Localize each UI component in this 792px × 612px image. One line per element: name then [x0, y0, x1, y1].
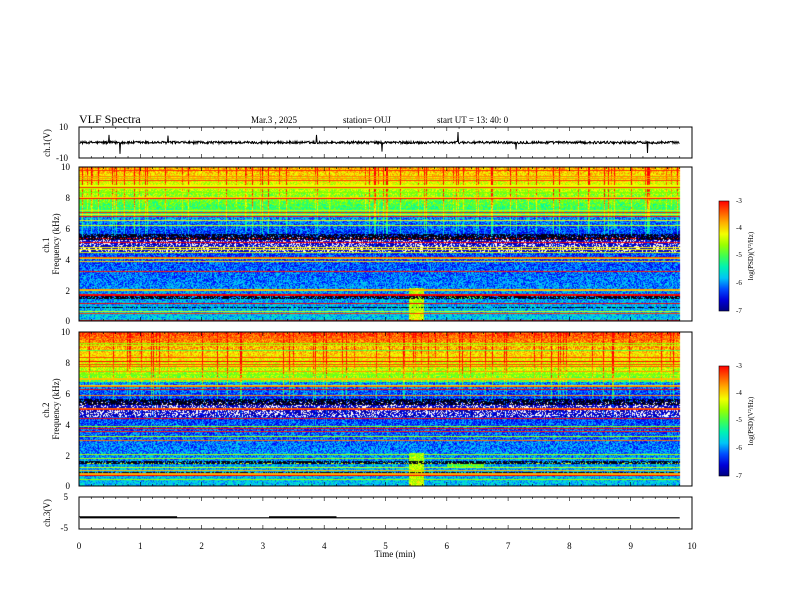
ch1-freq-tick-0: 0	[66, 316, 71, 326]
ch1-colorbar-scale	[718, 200, 730, 312]
x-tick-label: 2	[199, 541, 204, 551]
ch2-colorbar-tick-5: -5	[736, 416, 742, 424]
ch3-ytick-top: 5	[64, 492, 69, 502]
x-tick-label: 3	[261, 541, 266, 551]
ch2-colorbar-tick-4: -4	[736, 389, 742, 397]
ch2-colorbar-tick-6: -6	[736, 444, 742, 452]
ch2-frequency-label: Frequency (kHz)	[51, 378, 61, 439]
x-axis-tick-labels: 0 1 2 3 4 5 6 7 8 9 10	[77, 541, 697, 551]
ch2-freq-tick-4: 4	[66, 420, 71, 430]
x-tick-label: 8	[567, 541, 572, 551]
ch3-signal-trace	[79, 516, 680, 519]
x-tick-label: 10	[688, 541, 698, 551]
ch1-ytick-top: 10	[59, 122, 69, 132]
ch2-spectrogram-image	[79, 332, 692, 486]
ch1-colorbar-tick-min: -7	[736, 307, 742, 315]
axis-ticks	[78, 127, 693, 529]
x-tick-label: 5	[383, 541, 388, 551]
ch2-freq-tick-0: 0	[66, 481, 71, 491]
ch1-colorbar-tick-6: -6	[736, 279, 742, 287]
ch3-signal-frame	[78, 496, 693, 530]
ch3-signal-ylabel: ch.3(V)	[42, 499, 52, 527]
x-tick-label: 0	[77, 541, 82, 551]
ch1-spectrogram-ylabel: ch.1 Frequency (kHz)	[41, 213, 61, 274]
ch2-spectrogram-ylabel: ch.2 Frequency (kHz)	[41, 378, 61, 439]
x-tick-label: 6	[445, 541, 450, 551]
ch2-colorbar-tick-min: -7	[736, 472, 742, 480]
ch1-freq-tick-4: 4	[66, 255, 71, 265]
ch1-colorbar-tick-4: -4	[736, 224, 742, 232]
ch3-ytick-bottom: -5	[61, 523, 69, 533]
ch1-channel-label: ch.1	[41, 238, 51, 253]
figure-title: VLF Spectra	[79, 112, 141, 126]
ch2-colorbar: -3 -4 -5 -6 -7 log(PSD)(V²/Hz)	[718, 362, 755, 480]
ch1-colorbar-tick-max: -3	[736, 197, 742, 205]
ch2-colorbar-label: log(PSD)(V²/Hz)	[747, 396, 755, 445]
ch1-spectrogram-panel: 10 8 6 4 2 0 ch.1 Frequency (kHz) -3 -4 …	[41, 162, 755, 326]
ch1-freq-tick-8: 8	[66, 193, 71, 203]
ch1-freq-tick-6: 6	[66, 224, 71, 234]
header-start-time: start UT = 13: 40: 0	[437, 115, 509, 125]
ch2-freq-tick-10: 10	[61, 327, 71, 337]
x-tick-label: 4	[322, 541, 327, 551]
ch2-colorbar-tick-max: -3	[736, 362, 742, 370]
ch2-freq-tick-2: 2	[66, 451, 71, 461]
ch1-colorbar-label: log(PSD)(V²/Hz)	[747, 231, 755, 280]
ch1-frequency-label: Frequency (kHz)	[51, 213, 61, 274]
ch1-ytick-bottom: -10	[56, 153, 68, 163]
ch2-freq-tick-6: 6	[66, 389, 71, 399]
x-tick-label: 9	[628, 541, 633, 551]
x-tick-label: 7	[506, 541, 511, 551]
ch1-colorbar-tick-5: -5	[736, 251, 742, 259]
header-station: station= OUJ	[343, 115, 391, 125]
ch2-colorbar-scale	[718, 365, 730, 477]
ch1-waveform-ylabel: ch.1(V)	[42, 129, 52, 157]
ch3-signal-panel: 5 -5 ch.3(V)	[42, 492, 693, 533]
ch1-waveform-panel: 10 -10 ch.1(V)	[42, 122, 693, 163]
ch1-spectrogram-image	[79, 167, 692, 321]
header-date: Mar.3 , 2025	[251, 115, 297, 125]
ch2-spectrogram-panel: 10 8 6 4 2 0 ch.2 Frequency (kHz) -3 -4 …	[41, 327, 755, 491]
ch2-freq-tick-8: 8	[66, 358, 71, 368]
ch1-colorbar: -3 -4 -5 -6 -7 log(PSD)(V²/Hz)	[718, 197, 755, 315]
ch1-freq-tick-2: 2	[66, 286, 71, 296]
x-axis-label: Time (min)	[375, 549, 416, 559]
ch2-channel-label: ch.2	[41, 403, 51, 418]
x-tick-label: 1	[138, 541, 143, 551]
ch1-freq-tick-10: 10	[61, 162, 71, 172]
ch1-waveform-trace	[79, 131, 680, 154]
